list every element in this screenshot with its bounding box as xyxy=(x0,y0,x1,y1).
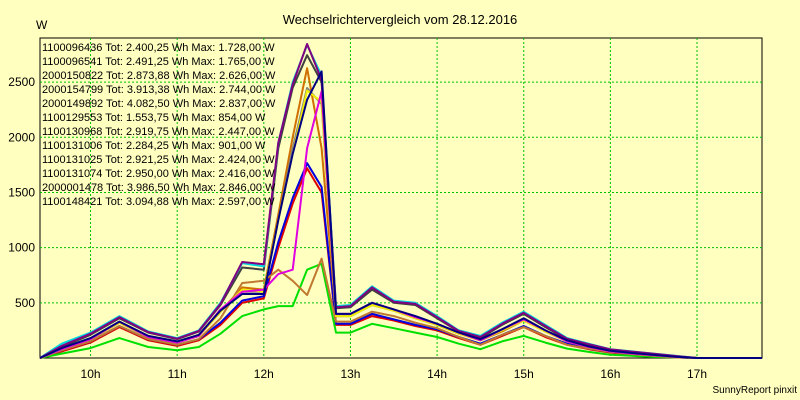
plot-area xyxy=(39,37,763,359)
legend-entry-1100096436: 1100096436 Tot: 2.400,25 Wh Max: 1.728,0… xyxy=(42,42,275,54)
x-tick-label: 13h xyxy=(340,367,360,381)
legend-entry-2000154799: 2000154799 Tot: 3.913,38 Wh Max: 2.744,0… xyxy=(42,84,276,96)
y-tick-label: 2000 xyxy=(8,130,35,144)
chart-title: Wechselrichtervergleich vom 28.12.2016 xyxy=(283,12,518,27)
legend-entry-1100131074: 1100131074 Tot: 2.950,00 Wh Max: 2.416,0… xyxy=(42,168,275,180)
y-tick-label: 1000 xyxy=(8,241,35,255)
x-tick-label: 15h xyxy=(514,367,534,381)
legend: 1100096436 Tot: 2.400,25 Wh Max: 1.728,0… xyxy=(42,42,276,208)
y-tick-label: 500 xyxy=(15,296,35,310)
y-axis-unit: W xyxy=(36,18,48,32)
legend-entry-1100129553: 1100129553 Tot: 1.553,75 Wh Max: 854,00 … xyxy=(42,112,266,124)
series-lines xyxy=(39,43,762,359)
x-tick-label: 16h xyxy=(600,367,620,381)
legend-entry-1100131025: 1100131025 Tot: 2.921,25 Wh Max: 2.424,0… xyxy=(42,154,275,166)
x-tick-labels: 10h 11h 12h 13h 14h 15h 16h 17h xyxy=(81,367,708,381)
y-tick-labels: 500 1000 1500 2000 2500 xyxy=(8,75,35,310)
legend-entry-1100130968: 1100130968 Tot: 2.919,75 Wh Max: 2.447,0… xyxy=(42,126,275,138)
legend-entry-2000001478: 2000001478 Tot: 3.986,50 Wh Max: 2.846,0… xyxy=(42,182,276,194)
series-line-1100148421 xyxy=(39,70,762,359)
legend-entry-2000150822: 2000150822 Tot: 2.873,88 Wh Max: 2.626,0… xyxy=(42,70,276,82)
legend-entry-1100096541: 1100096541 Tot: 2.491,25 Wh Max: 1.765,0… xyxy=(42,56,275,68)
x-tick-label: 10h xyxy=(81,367,101,381)
x-tick-label: 11h xyxy=(168,367,187,381)
x-tick-label: 12h xyxy=(254,367,274,381)
x-tick-label: 14h xyxy=(427,367,447,381)
legend-entry-1100131006: 1100131006 Tot: 2.284,25 Wh Max: 901,00 … xyxy=(42,140,266,152)
y-tick-label: 2500 xyxy=(8,75,35,89)
x-tick-label: 17h xyxy=(687,367,707,381)
legend-entry-1100148421: 1100148421 Tot: 3.094,88 Wh Max: 2.597,0… xyxy=(42,196,275,208)
series-line-2000001478 xyxy=(39,43,762,359)
y-tick-label: 1500 xyxy=(8,185,35,199)
legend-entry-2000149892: 2000149892 Tot: 4.082,50 Wh Max: 2.837,0… xyxy=(42,98,276,110)
series-line-1100129553 xyxy=(39,262,762,359)
credit-text: SunnyReport pinxit xyxy=(713,385,798,396)
